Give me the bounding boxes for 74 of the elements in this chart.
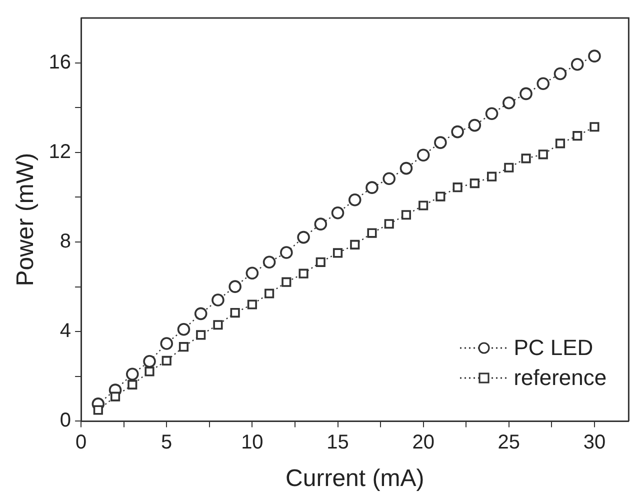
point xyxy=(538,150,548,160)
point xyxy=(230,308,240,318)
y-tick-label: 8 xyxy=(60,230,72,253)
point xyxy=(452,182,462,192)
point xyxy=(213,320,223,330)
point xyxy=(520,87,532,100)
point xyxy=(436,192,446,202)
x-tick-label: 5 xyxy=(161,432,172,454)
point xyxy=(196,330,206,340)
point xyxy=(536,77,550,90)
point xyxy=(367,228,377,238)
point xyxy=(282,277,292,287)
point xyxy=(590,122,600,132)
point xyxy=(382,172,396,186)
point xyxy=(555,138,566,148)
point xyxy=(570,58,584,71)
point xyxy=(384,219,394,229)
point xyxy=(314,218,328,230)
point xyxy=(502,96,516,110)
point xyxy=(588,50,601,62)
point xyxy=(280,246,293,259)
point xyxy=(416,148,430,162)
y-axis-title: Power (mW) xyxy=(12,152,40,286)
point xyxy=(228,280,242,293)
x-tick-label: 0 xyxy=(75,432,87,454)
point xyxy=(128,380,138,390)
point xyxy=(468,118,482,132)
point xyxy=(316,257,326,267)
point xyxy=(434,136,447,149)
point xyxy=(298,268,308,278)
point xyxy=(262,256,276,269)
point xyxy=(451,125,464,138)
point xyxy=(194,307,208,320)
y-tick-label: 16 xyxy=(48,51,72,74)
point xyxy=(247,300,257,310)
y-tick-label: 12 xyxy=(48,140,72,163)
x-tick-label: 20 xyxy=(412,432,434,454)
point xyxy=(178,342,189,352)
point xyxy=(297,230,310,244)
point xyxy=(332,248,343,258)
point xyxy=(400,162,413,175)
x-axis-title: Current (mA) xyxy=(286,465,424,492)
x-tick-label: 15 xyxy=(326,432,349,454)
point xyxy=(418,200,428,210)
point xyxy=(331,206,344,220)
point xyxy=(212,294,224,306)
point xyxy=(485,107,498,120)
legend-label: reference xyxy=(514,364,607,392)
point xyxy=(521,154,531,164)
point xyxy=(143,354,156,368)
point xyxy=(93,405,103,415)
point xyxy=(366,181,378,194)
point xyxy=(177,322,190,336)
point xyxy=(110,392,120,402)
x-tick-label: 30 xyxy=(583,432,606,454)
point xyxy=(162,356,172,366)
point xyxy=(401,210,412,220)
point xyxy=(348,193,362,206)
x-tick-label: 25 xyxy=(498,432,520,454)
point xyxy=(504,162,514,172)
point xyxy=(160,337,174,350)
y-tick-label: 0 xyxy=(60,410,72,432)
point xyxy=(487,172,497,182)
point xyxy=(350,240,360,250)
point xyxy=(572,131,582,141)
point xyxy=(554,67,567,80)
point xyxy=(264,288,274,298)
legend-label: PC LED xyxy=(514,334,594,362)
point xyxy=(246,266,259,280)
point xyxy=(126,368,139,381)
point xyxy=(470,178,480,188)
point xyxy=(144,366,154,376)
y-tick-label: 4 xyxy=(60,320,72,342)
x-tick-label: 10 xyxy=(241,432,264,454)
